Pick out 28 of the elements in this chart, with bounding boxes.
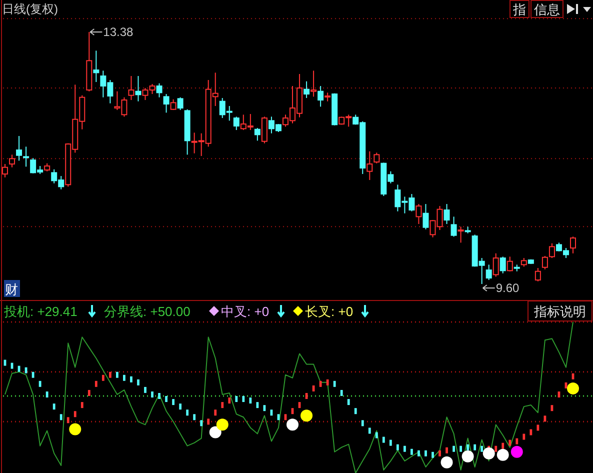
text: 指 (512, 2, 526, 17)
candlestick (2, 164, 8, 178)
annotation: 9.60 (496, 281, 520, 295)
candlestick (135, 76, 142, 102)
point (462, 450, 474, 462)
candlestick (366, 150, 373, 180)
text: 信息 (534, 2, 560, 17)
annotation: 13.38 (103, 25, 134, 39)
candlestick (458, 226, 464, 244)
text: 分界线: +50.00 (104, 304, 190, 319)
point (216, 418, 228, 431)
candlestick (23, 146, 30, 168)
annotation: 财 (5, 282, 18, 297)
point (440, 456, 453, 468)
point (496, 448, 509, 461)
point (482, 447, 495, 460)
point (300, 410, 313, 422)
chart-title: 日线(复权) (2, 2, 58, 16)
text: 投机: +29.41 (3, 304, 78, 319)
text: 指标说明 (533, 304, 586, 319)
text: 长叉: +0 (305, 304, 354, 319)
candlestick (93, 50, 100, 82)
text: 中叉: +0 (221, 304, 270, 319)
point (510, 446, 523, 458)
point (209, 426, 222, 438)
point (567, 382, 579, 394)
point (286, 418, 299, 431)
point (69, 423, 82, 436)
